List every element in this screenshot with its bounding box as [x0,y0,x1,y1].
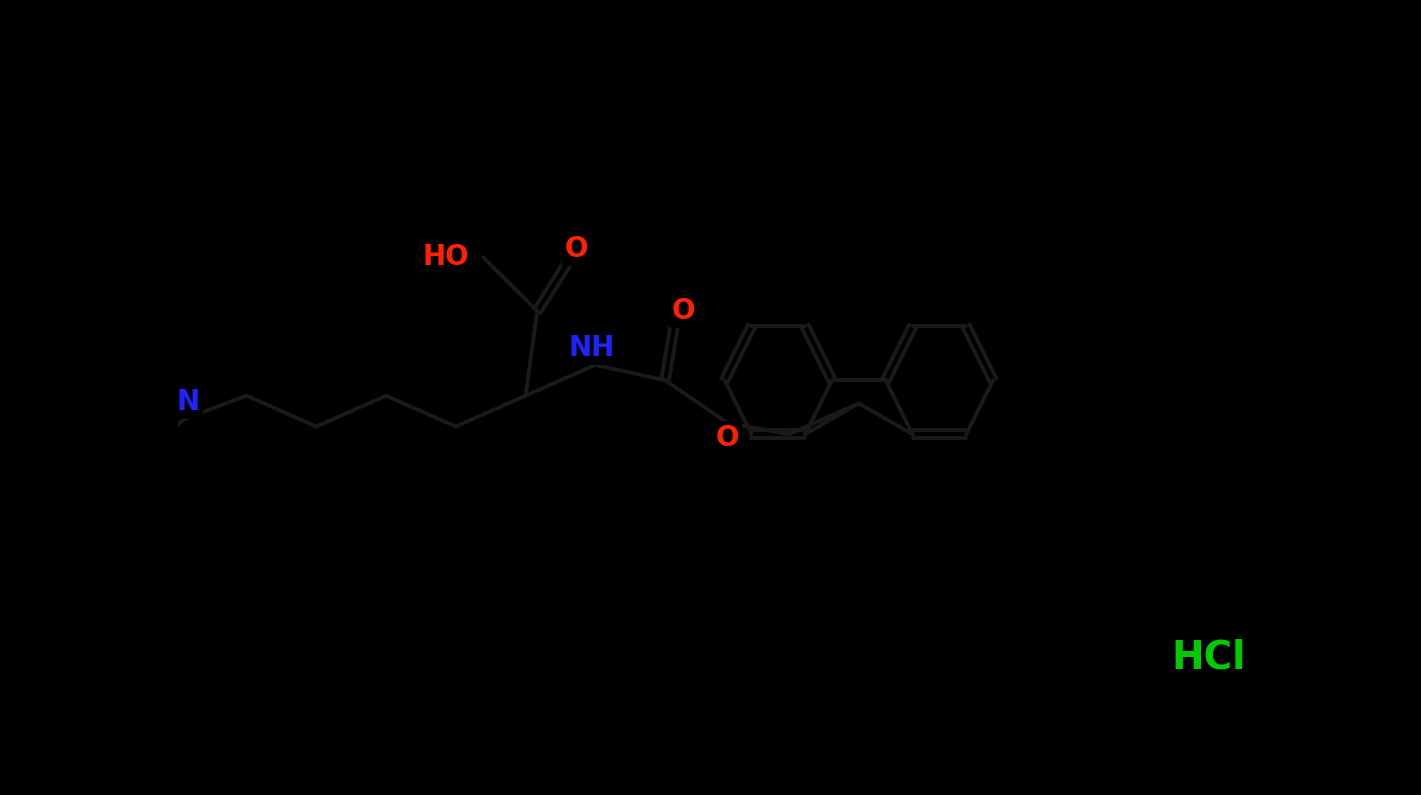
Text: O: O [671,297,695,325]
Text: HCl: HCl [1171,638,1246,677]
Text: NH: NH [568,334,615,362]
Text: N: N [176,388,200,416]
Text: HO: HO [422,243,469,271]
Text: O: O [564,235,588,263]
Text: O: O [715,424,739,452]
